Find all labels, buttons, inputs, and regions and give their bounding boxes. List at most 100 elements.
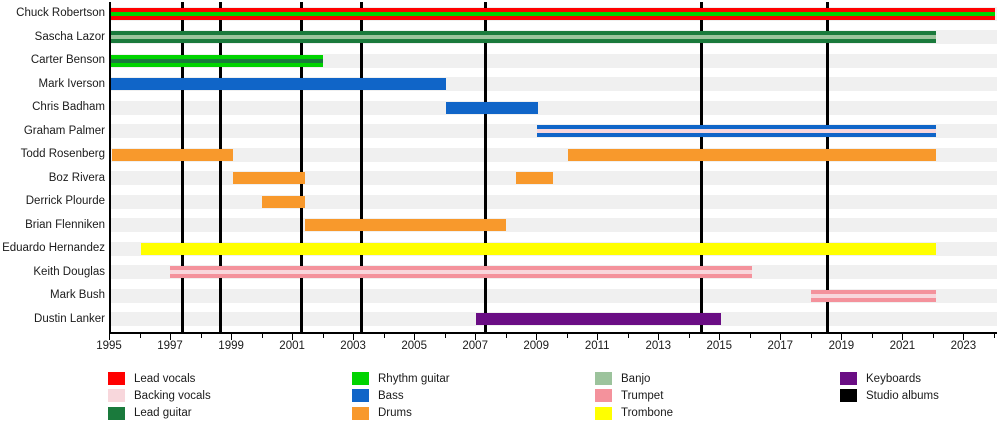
studio-album-line	[699, 2, 703, 332]
timeline-bar	[110, 31, 936, 44]
axis-tick-label: 2023	[950, 340, 977, 352]
axis-major-tick	[170, 334, 171, 340]
legend-label: Drums	[378, 407, 412, 420]
axis-minor-tick	[566, 334, 568, 338]
axis-minor-tick	[749, 334, 751, 338]
axis-tick-label: 2017	[767, 340, 794, 352]
legend-label: Backing vocals	[134, 389, 211, 402]
legend-item: Rhythm guitar	[352, 370, 450, 387]
axis-major-tick	[109, 334, 110, 340]
legend-column: Banjo Trumpet Trombone	[595, 370, 673, 422]
legend-item: Banjo	[595, 370, 673, 387]
axis-tick-label: 2007	[462, 340, 488, 352]
legend-item: Studio albums	[840, 387, 939, 404]
axis-tick-label: 2003	[340, 340, 366, 352]
timeline-bar	[110, 54, 324, 67]
legend-column: Lead vocals Backing vocals Lead guitar	[108, 370, 211, 422]
timeline-bar	[110, 7, 996, 20]
timeline-bar	[112, 148, 233, 161]
axis-tick-label: 2011	[584, 340, 610, 352]
member-label: Keith Douglas	[33, 265, 105, 278]
legend-swatch-drums	[352, 406, 369, 420]
axis-major-tick	[475, 334, 477, 340]
legend-item: Backing vocals	[108, 387, 211, 404]
axis-minor-tick	[261, 334, 263, 338]
timeline-bar	[141, 242, 936, 255]
legend-label: Trombone	[621, 407, 673, 420]
bar-stripe	[170, 270, 752, 275]
legend-label: Keyboards	[866, 372, 921, 385]
row-track	[109, 288, 997, 303]
legend-swatch-trombone	[595, 406, 612, 420]
member-label: Graham Palmer	[23, 124, 105, 137]
bar-stripe	[810, 293, 936, 298]
axis-minor-tick	[383, 334, 385, 338]
studio-album-line	[359, 2, 363, 332]
axis-major-tick	[902, 334, 904, 340]
plot-area	[109, 2, 997, 332]
axis-minor-tick	[444, 334, 446, 338]
axis-major-tick	[780, 334, 782, 340]
legend-column: Rhythm guitar Bass Drums	[352, 370, 450, 422]
legend: Lead vocals Backing vocals Lead guitar Rhyt…	[0, 370, 1005, 425]
member-label: Mark Bush	[50, 289, 105, 301]
axis-major-tick	[353, 334, 355, 340]
studio-album-line	[180, 2, 184, 332]
axis-minor-tick	[627, 334, 629, 338]
axis-major-tick	[292, 334, 294, 340]
axis-minor-tick	[139, 334, 141, 338]
timeline-bar	[232, 172, 305, 185]
legend-item: Drums	[352, 405, 450, 422]
studio-album-line	[825, 2, 829, 332]
legend-swatch-bass	[352, 389, 369, 403]
legend-label: Lead guitar	[134, 407, 192, 420]
bar-stripe	[110, 11, 996, 16]
axis-tick-label: 2013	[645, 340, 672, 352]
axis-major-tick	[414, 334, 416, 340]
timeline-bar	[516, 172, 553, 185]
row-track	[109, 100, 997, 115]
axis-minor-tick	[505, 334, 507, 338]
timeline-bar	[445, 101, 539, 114]
member-label: Boz Rivera	[48, 171, 105, 184]
axis-minor-tick	[200, 334, 202, 338]
axis-minor-tick	[810, 334, 812, 338]
row-track	[109, 53, 997, 68]
axis-tick-label: 2009	[523, 340, 549, 352]
legend-column: Keyboards Studio albums	[840, 370, 939, 405]
axis-tick-label: 2019	[828, 340, 855, 352]
legend-label: Lead vocals	[134, 372, 196, 385]
member-labels: Chuck Robertson Sascha Lazor Carter Benson…	[0, 0, 105, 340]
member-label: Chuck Robertson	[16, 7, 105, 19]
member-label: Derrick Plourde	[25, 195, 105, 207]
axis-tick-label: 2021	[889, 340, 916, 352]
legend-swatch-banjo	[595, 372, 612, 386]
axis-minor-tick	[688, 334, 690, 338]
legend-swatch-lead-guitar	[108, 406, 125, 420]
row-track	[109, 171, 997, 186]
studio-album-line	[219, 2, 223, 332]
legend-swatch-rhythm-guitar	[352, 372, 369, 386]
legend-label: Trumpet	[621, 389, 664, 402]
axis-tick-label: 2005	[401, 340, 427, 352]
member-label: Chris Badham	[32, 101, 105, 113]
legend-swatch-lead-vocals	[108, 372, 125, 386]
axis-tick-label: 1997	[157, 340, 183, 352]
legend-label: Bass	[378, 389, 404, 402]
legend-item: Trombone	[595, 405, 673, 422]
member-label: Brian Flenniken	[25, 218, 105, 231]
timeline-bar	[261, 195, 305, 208]
legend-swatch-trumpet	[595, 389, 612, 403]
axis-minor-tick	[932, 334, 934, 338]
timeline-bar	[170, 266, 752, 279]
legend-item: Bass	[352, 387, 450, 404]
axis-tick-label: 1995	[96, 340, 122, 352]
legend-label: Rhythm guitar	[378, 372, 450, 385]
member-label: Carter Benson	[30, 54, 105, 66]
legend-item: Lead vocals	[108, 370, 211, 387]
member-label: Mark Iverson	[38, 77, 105, 90]
member-label: Todd Rosenberg	[20, 148, 105, 160]
axis-major-tick	[658, 334, 660, 340]
studio-album-line	[484, 2, 488, 332]
